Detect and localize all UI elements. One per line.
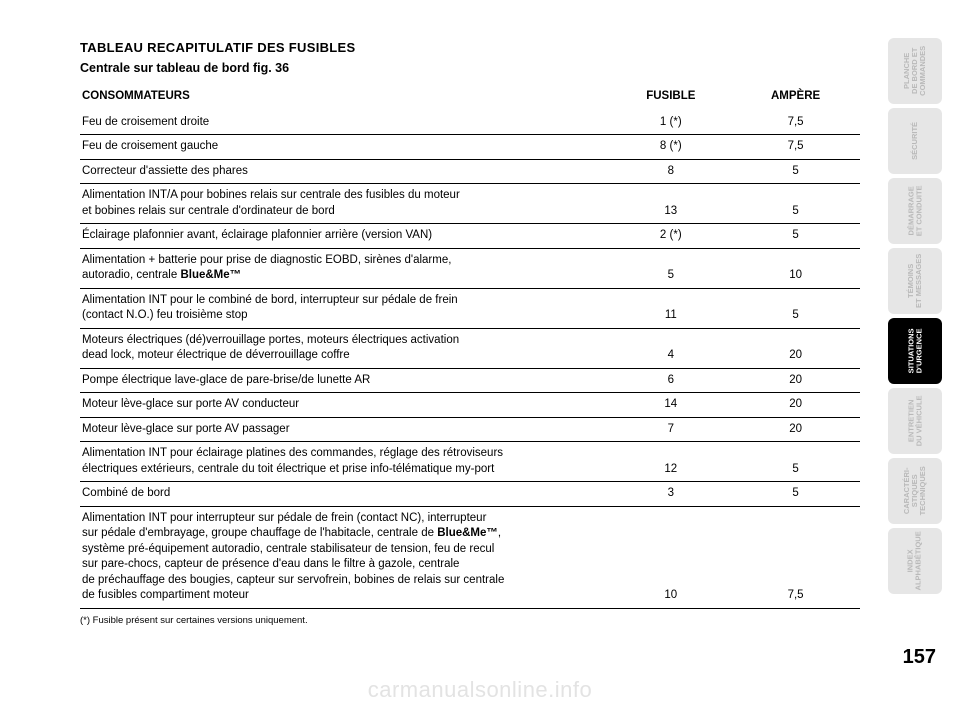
- cell-amp: 5: [735, 442, 860, 482]
- cell-amp: 10: [735, 248, 860, 288]
- table-row: Alimentation INT pour interrupteur sur p…: [80, 506, 860, 608]
- table-row: Alimentation + batterie pour prise de di…: [80, 248, 860, 288]
- footnote: (*) Fusible présent sur certaines versio…: [80, 615, 860, 626]
- cell-fuse: 8 (*): [610, 135, 735, 160]
- cell-consumer: Alimentation INT pour éclairage platines…: [80, 442, 610, 482]
- side-tab-label: SÉCURITÉ: [911, 122, 919, 160]
- page-number: 157: [903, 646, 936, 669]
- cell-fuse: 8: [610, 159, 735, 184]
- table-row: Combiné de bord35: [80, 482, 860, 507]
- cell-amp: 7,5: [735, 135, 860, 160]
- table-row: Pompe électrique lave-glace de pare-bris…: [80, 368, 860, 393]
- cell-consumer: Alimentation + batterie pour prise de di…: [80, 248, 610, 288]
- table-row: Moteur lève-glace sur porte AV conducteu…: [80, 393, 860, 418]
- col-fuse: FUSIBLE: [610, 85, 735, 111]
- cell-amp: 5: [735, 482, 860, 507]
- side-tab-label: PLANCHE DE BORD ET COMMANDES: [903, 46, 927, 96]
- cell-amp: 5: [735, 288, 860, 328]
- side-tab[interactable]: DÉMARRAGE ET CONDUITE: [888, 178, 942, 244]
- cell-fuse: 7: [610, 417, 735, 442]
- table-row: Alimentation INT pour éclairage platines…: [80, 442, 860, 482]
- table-row: Correcteur d'assiette des phares85: [80, 159, 860, 184]
- cell-fuse: 11: [610, 288, 735, 328]
- page-content: TABLEAU RECAPITULATIF DES FUSIBLES Centr…: [80, 40, 860, 626]
- cell-fuse: 13: [610, 184, 735, 224]
- side-tab[interactable]: CARACTÉRI- STIQUES TECHNIQUES: [888, 458, 942, 524]
- side-tab[interactable]: ENTRETIEN DU VÉHICULE: [888, 388, 942, 454]
- side-tab-label: CARACTÉRI- STIQUES TECHNIQUES: [903, 466, 927, 515]
- cell-amp: 5: [735, 184, 860, 224]
- fuse-table: CONSOMMATEURS FUSIBLE AMPÈRE Feu de croi…: [80, 85, 860, 609]
- cell-consumer: Feu de croisement gauche: [80, 135, 610, 160]
- section-title: TABLEAU RECAPITULATIF DES FUSIBLES: [80, 40, 860, 55]
- side-tab-label: ENTRETIEN DU VÉHICULE: [907, 396, 923, 447]
- side-tab-label: TÉMOINS ET MESSAGES: [907, 254, 923, 308]
- cell-fuse: 1 (*): [610, 111, 735, 135]
- cell-fuse: 4: [610, 328, 735, 368]
- cell-amp: 20: [735, 368, 860, 393]
- table-row: Alimentation INT/A pour bobines relais s…: [80, 184, 860, 224]
- cell-consumer: Alimentation INT/A pour bobines relais s…: [80, 184, 610, 224]
- cell-amp: 20: [735, 393, 860, 418]
- side-tabs: PLANCHE DE BORD ET COMMANDES SÉCURITÉ DÉMA…: [888, 38, 942, 594]
- cell-amp: 20: [735, 328, 860, 368]
- cell-consumer: Combiné de bord: [80, 482, 610, 507]
- cell-consumer: Feu de croisement droite: [80, 111, 610, 135]
- cell-amp: 5: [735, 159, 860, 184]
- cell-consumer: Moteurs électriques (dé)verrouillage por…: [80, 328, 610, 368]
- cell-consumer: Pompe électrique lave-glace de pare-bris…: [80, 368, 610, 393]
- subtitle: Centrale sur tableau de bord fig. 36: [80, 61, 860, 75]
- table-header-row: CONSOMMATEURS FUSIBLE AMPÈRE: [80, 85, 860, 111]
- cell-consumer: Moteur lève-glace sur porte AV passager: [80, 417, 610, 442]
- table-row: Moteurs électriques (dé)verrouillage por…: [80, 328, 860, 368]
- cell-amp: 20: [735, 417, 860, 442]
- cell-fuse: 14: [610, 393, 735, 418]
- side-tab[interactable]: INDEX ALPHABÉTIQUE: [888, 528, 942, 594]
- cell-amp: 7,5: [735, 506, 860, 608]
- cell-consumer: Correcteur d'assiette des phares: [80, 159, 610, 184]
- cell-fuse: 3: [610, 482, 735, 507]
- cell-amp: 5: [735, 224, 860, 249]
- cell-consumer: Alimentation INT pour interrupteur sur p…: [80, 506, 610, 608]
- table-row: Éclairage plafonnier avant, éclairage pl…: [80, 224, 860, 249]
- cell-fuse: 2 (*): [610, 224, 735, 249]
- table-row: Alimentation INT pour le combiné de bord…: [80, 288, 860, 328]
- col-amp: AMPÈRE: [735, 85, 860, 111]
- side-tab-label: INDEX ALPHABÉTIQUE: [907, 531, 923, 590]
- side-tab[interactable]: SITUATIONS D'URGENCE: [888, 318, 942, 384]
- cell-consumer: Alimentation INT pour le combiné de bord…: [80, 288, 610, 328]
- watermark: carmanualsonline.info: [0, 677, 960, 703]
- table-row: Moteur lève-glace sur porte AV passager7…: [80, 417, 860, 442]
- side-tab[interactable]: TÉMOINS ET MESSAGES: [888, 248, 942, 314]
- cell-fuse: 10: [610, 506, 735, 608]
- col-consumers: CONSOMMATEURS: [80, 85, 610, 111]
- cell-fuse: 6: [610, 368, 735, 393]
- side-tab-label: DÉMARRAGE ET CONDUITE: [907, 186, 923, 237]
- cell-amp: 7,5: [735, 111, 860, 135]
- cell-fuse: 5: [610, 248, 735, 288]
- cell-fuse: 12: [610, 442, 735, 482]
- table-row: Feu de croisement gauche8 (*)7,5: [80, 135, 860, 160]
- table-row: Feu de croisement droite1 (*)7,5: [80, 111, 860, 135]
- cell-consumer: Éclairage plafonnier avant, éclairage pl…: [80, 224, 610, 249]
- side-tab[interactable]: SÉCURITÉ: [888, 108, 942, 174]
- cell-consumer: Moteur lève-glace sur porte AV conducteu…: [80, 393, 610, 418]
- side-tab-label: SITUATIONS D'URGENCE: [907, 329, 923, 374]
- side-tab[interactable]: PLANCHE DE BORD ET COMMANDES: [888, 38, 942, 104]
